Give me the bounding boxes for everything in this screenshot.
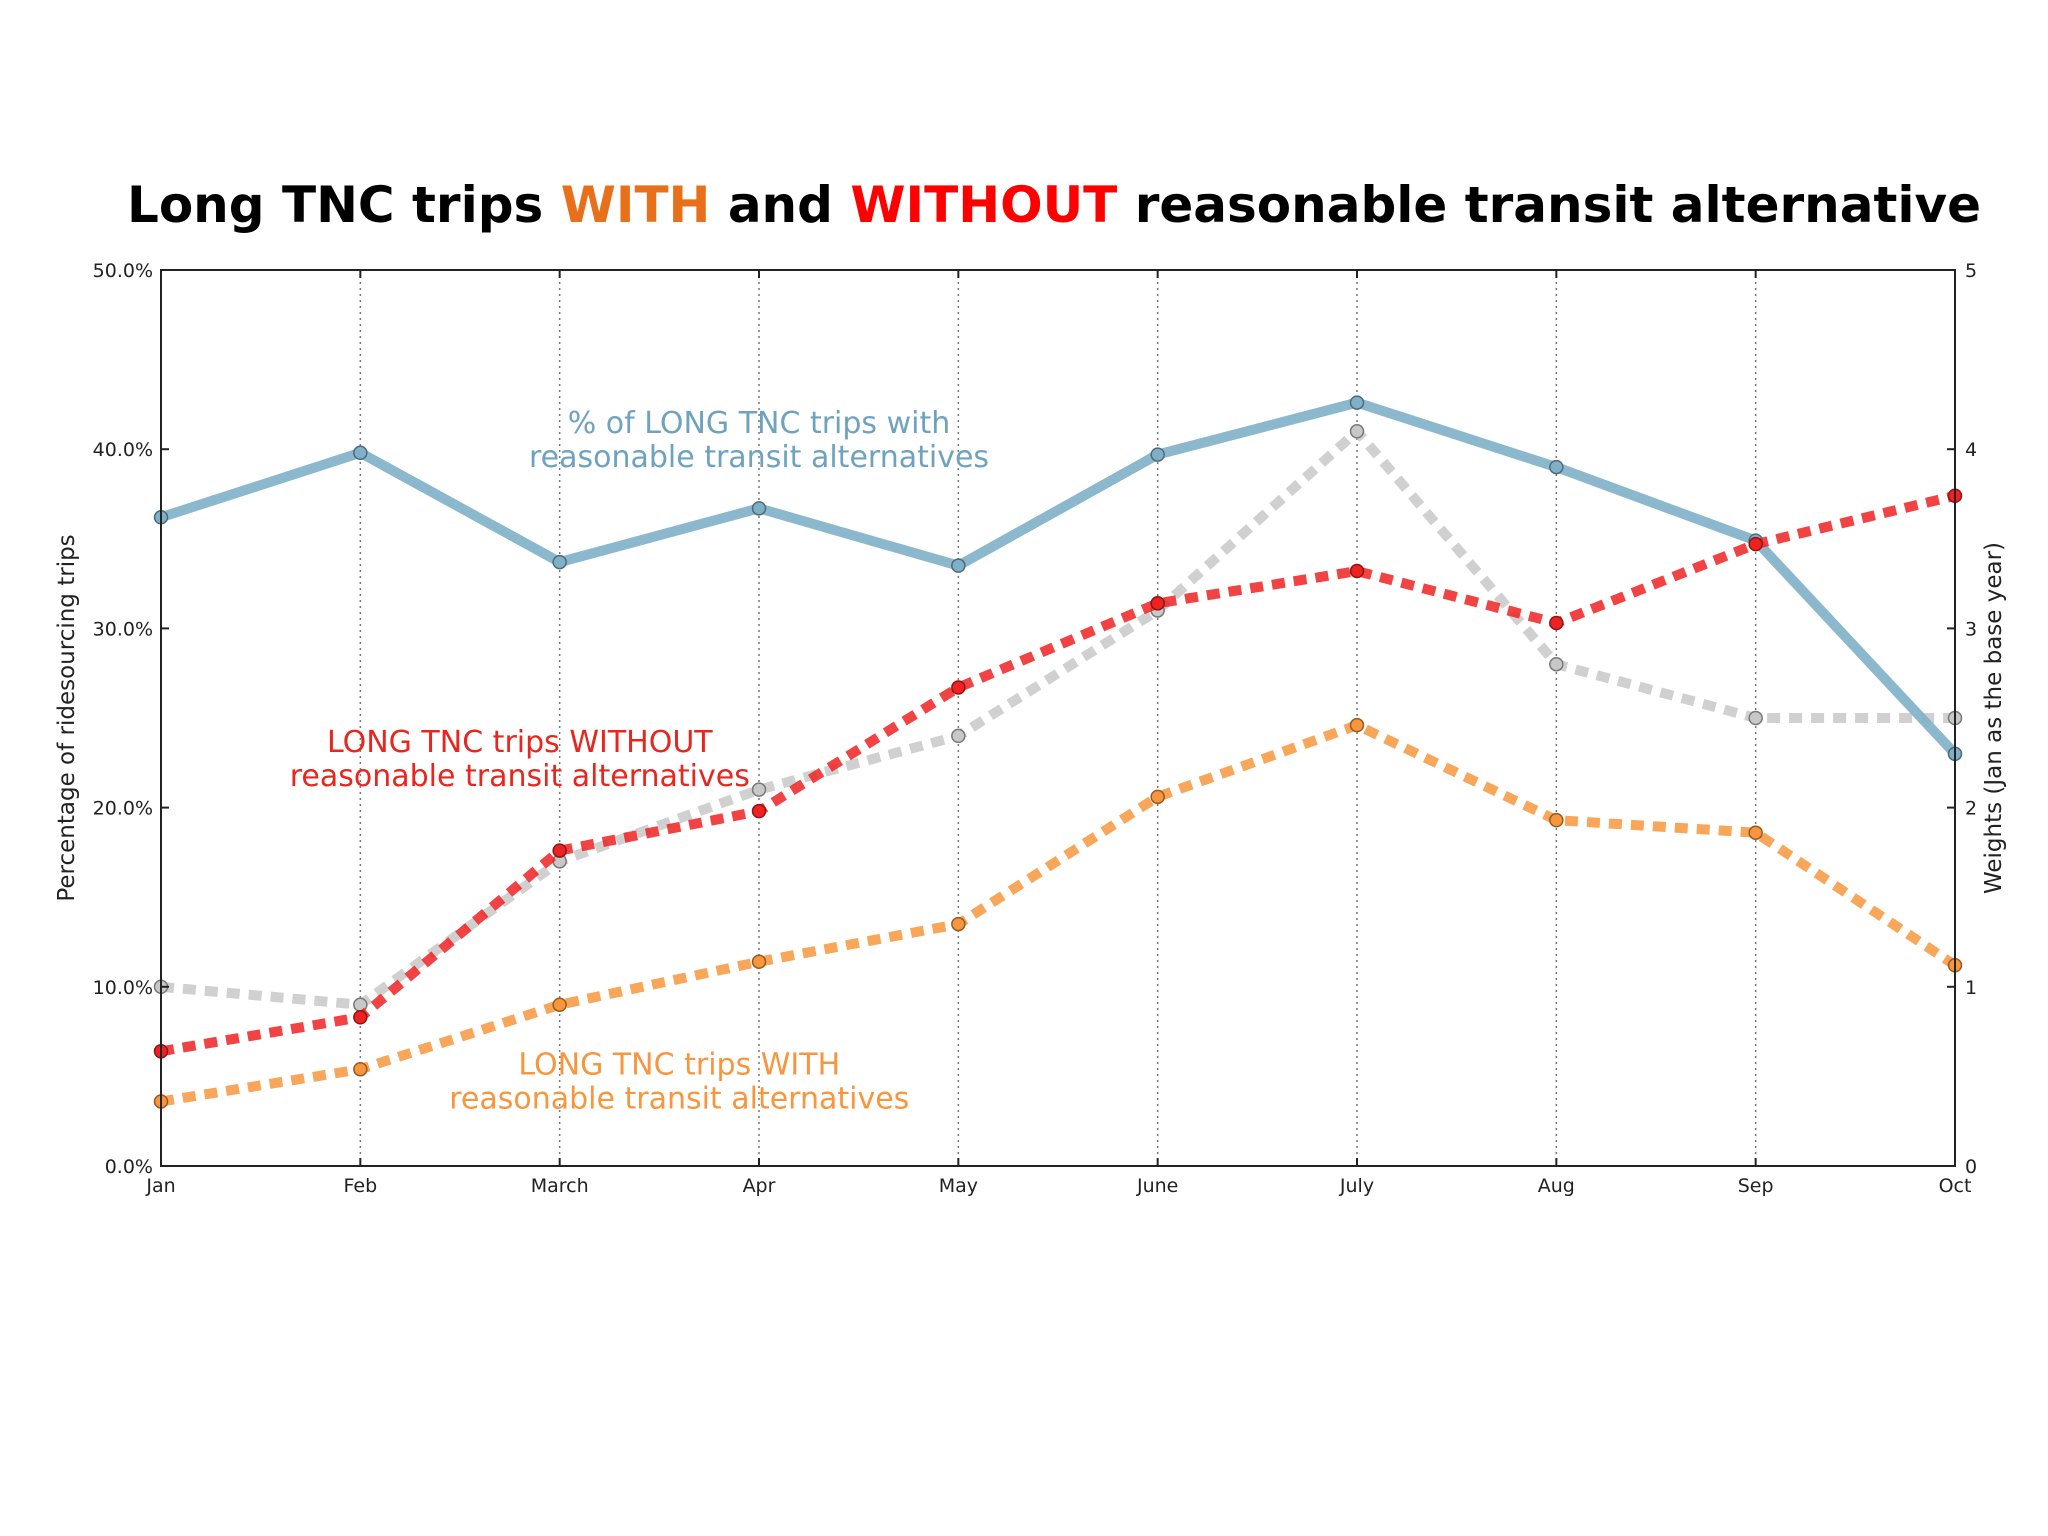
x-tick-label: March: [531, 1175, 589, 1197]
y-right-tick-label: 5: [1965, 260, 1977, 282]
series-line-without: [160, 490, 1957, 1057]
data-point-with_long: [1150, 789, 1165, 805]
series-line-with: [159, 397, 1959, 758]
data-point-without: [552, 843, 567, 858]
data-point-with: [1150, 447, 1165, 462]
series-weights: [153, 424, 1963, 1012]
data-point-with_long: [951, 916, 966, 932]
chart-title: Long TNC trips WITH and WITHOUT reasonab…: [127, 176, 1981, 234]
data-point-with: [751, 501, 767, 516]
data-point-with: [951, 558, 966, 573]
annotation-text: reasonable transit alternatives: [529, 440, 989, 475]
title-part: Long TNC trips: [127, 176, 561, 234]
annotation-text: LONG TNC trips WITHOUT: [327, 725, 713, 760]
x-tick-label: Aug: [1538, 1175, 1575, 1197]
data-point-weights: [751, 782, 767, 797]
data-point-weights: [951, 728, 966, 744]
x-tick-label: Sep: [1738, 1175, 1774, 1197]
data-point-without: [353, 1010, 368, 1025]
data-point-weights: [1748, 710, 1763, 726]
x-tick-label: Apr: [743, 1175, 776, 1197]
series-without: [153, 488, 1963, 1059]
y-right-tick-label: 4: [1965, 439, 1977, 461]
y-right-axis-label: Weights (Jan as the base year): [1981, 542, 2007, 894]
x-tick-label: June: [1136, 1175, 1178, 1197]
data-point-with_long: [552, 997, 567, 1012]
annotation-text: % of LONG TNC trips with: [568, 406, 951, 441]
data-point-without: [1748, 536, 1763, 552]
y-tick-label: 50.0%: [93, 260, 153, 282]
y-right-tick-label: 1: [1965, 977, 1977, 999]
data-point-with: [353, 445, 368, 461]
y-tick-label: 10.0%: [93, 977, 153, 999]
data-point-with_long: [1349, 717, 1365, 733]
gridlines: [359, 270, 1757, 1166]
data-point-without: [951, 680, 966, 695]
series-line-with_long: [160, 719, 1958, 1107]
title-part: WITH: [561, 176, 711, 234]
plot-frame: [160, 269, 1956, 1167]
y-right-tick-label: 2: [1965, 798, 1977, 820]
y-tick-label: 30.0%: [93, 618, 153, 640]
data-point-without: [751, 803, 767, 819]
data-point-without: [1349, 563, 1365, 579]
data-point-weights: [1549, 656, 1564, 672]
x-tick-label: Feb: [344, 1175, 378, 1197]
data-point-without: [1549, 615, 1564, 631]
title-part: WITHOUT: [850, 176, 1117, 234]
data-point-weights: [1349, 424, 1365, 439]
x-tick-label: July: [1339, 1175, 1374, 1197]
x-tick-label: Jan: [145, 1175, 175, 1197]
y-axis-label: Percentage of ridesourcing trips: [54, 534, 80, 901]
axes: Jan Feb March Apr May June July Aug Sep Oct0.0%10…: [54, 260, 2007, 1197]
annotation-text: reasonable transit alternatives: [449, 1082, 909, 1117]
data-point-with_long: [353, 1061, 368, 1077]
data-point-without: [1150, 596, 1165, 611]
y-tick-label: 20.0%: [93, 798, 153, 820]
y-right-tick-label: 3: [1965, 618, 1977, 640]
x-tick-label: May: [939, 1175, 978, 1197]
annotation-text: reasonable transit alternatives: [290, 759, 750, 794]
y-tick-label: 40.0%: [93, 439, 153, 461]
data-point-with: [1549, 459, 1564, 475]
title-part: and: [710, 176, 850, 234]
data-point-with: [552, 554, 567, 570]
data-point-with_long: [1549, 812, 1564, 828]
y-tick-label: 0.0%: [105, 1156, 153, 1178]
data-point-with: [1349, 395, 1365, 410]
data-point-with_long: [1748, 825, 1763, 840]
data-point-with_long: [751, 954, 767, 969]
y-right-tick-label: 0: [1965, 1156, 1977, 1178]
x-tick-label: Oct: [1939, 1175, 1972, 1197]
annotation-text: LONG TNC trips WITH: [518, 1048, 840, 1083]
series-with: [153, 395, 1963, 762]
title-part: reasonable transit alternative: [1117, 176, 1981, 234]
